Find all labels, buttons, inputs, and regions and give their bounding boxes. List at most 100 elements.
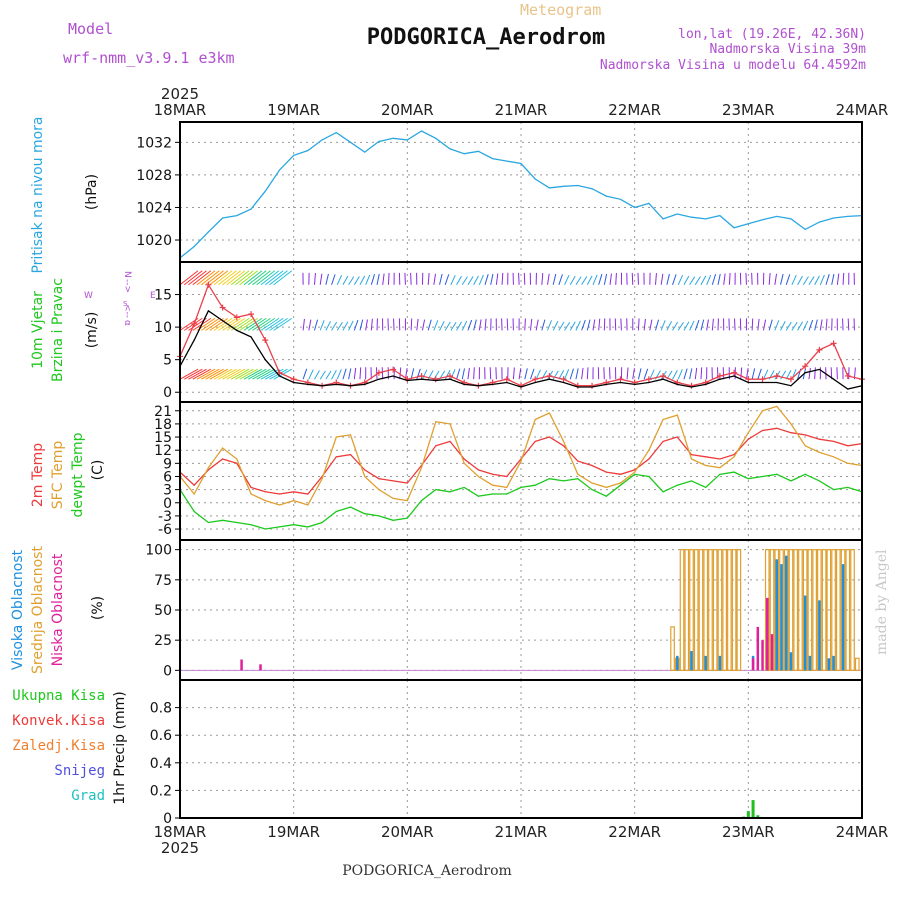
- high-cloud-label: Visoka Oblacnost: [10, 549, 26, 670]
- wind-barb: [637, 318, 640, 331]
- data-point: [335, 436, 337, 438]
- data-point: [420, 467, 423, 469]
- data-point: [832, 440, 835, 443]
- data-point: [293, 381, 295, 384]
- wind-barb: [518, 368, 522, 380]
- data-point: [761, 475, 764, 478]
- wind-barb: [260, 368, 280, 380]
- top-time-tick-label: 24MAR: [836, 101, 889, 119]
- cloud-bar: [704, 655, 707, 671]
- legend-freezing-rain: Zaledj.Kisa: [12, 738, 105, 754]
- wind-barb: [273, 270, 293, 286]
- wind-barb: [302, 368, 308, 380]
- data-point: [250, 336, 252, 338]
- gust-point: [745, 376, 752, 383]
- wind-barb: [592, 319, 596, 331]
- wind-barb: [247, 368, 267, 380]
- data-point: [364, 383, 366, 386]
- wind-barb: [205, 317, 224, 331]
- gust-point: [560, 376, 567, 383]
- wind-barb: [598, 274, 603, 285]
- wind-barb: [382, 273, 385, 285]
- data-point: [662, 440, 664, 443]
- wind-barb: [774, 320, 780, 331]
- cloud-bar: [798, 549, 803, 671]
- wind-barb: [541, 273, 544, 285]
- wind-barb: [336, 321, 343, 331]
- data-point: [619, 482, 622, 484]
- y-tick-label: 5: [163, 353, 172, 369]
- wind-barb: [247, 270, 267, 286]
- data-point: [222, 447, 224, 449]
- wind-barb: [265, 368, 284, 380]
- data-point: [847, 388, 849, 390]
- wind-barb: [836, 273, 840, 285]
- bottom-time-tick-label: 22MAR: [608, 823, 661, 841]
- wind-barb: [427, 273, 430, 285]
- data-point: [236, 329, 238, 331]
- wind-barb: [575, 320, 581, 331]
- data-point: [222, 458, 224, 460]
- wind-barb: [235, 270, 254, 286]
- bottom-time-tick-label: 20MAR: [381, 823, 434, 841]
- data-point: [193, 493, 195, 495]
- data-point: [506, 381, 508, 384]
- data-point: [563, 185, 565, 187]
- wind-barb: [450, 369, 456, 380]
- wind-barb: [757, 368, 762, 380]
- data-point: [804, 228, 806, 231]
- y-tick-label: 0: [163, 811, 172, 827]
- data-point: [705, 383, 707, 386]
- data-point: [491, 484, 494, 486]
- wind-barb: [603, 273, 608, 285]
- wind-barb: [252, 317, 271, 331]
- data-point: [761, 429, 764, 432]
- cloud-bar: [703, 549, 709, 671]
- wind-barb: [757, 318, 760, 331]
- data-point: [847, 486, 849, 489]
- wind-barb: [564, 321, 571, 331]
- data-point: [435, 137, 437, 139]
- wind-barb: [433, 320, 439, 331]
- y-tick-label: 0.2: [150, 783, 172, 799]
- cloud-bar: [712, 549, 718, 671]
- data-point: [619, 381, 622, 384]
- cloud-bar: [770, 634, 774, 671]
- cloud-panel: 0 25 50 75 100 Visoka Oblacnost Srednja Obla…: [10, 539, 863, 681]
- data-point: [264, 491, 266, 493]
- data-point: [648, 202, 650, 204]
- top-time-tick-label: 21MAR: [495, 101, 548, 119]
- wind-barb: [325, 273, 329, 285]
- wind-barb: [484, 274, 489, 285]
- wind-barb: [672, 321, 679, 331]
- wind-barb: [717, 273, 721, 285]
- wind-barb: [444, 321, 451, 331]
- data-point: [705, 218, 707, 220]
- cloud-bar: [684, 549, 690, 671]
- wind-barb: [336, 369, 342, 380]
- wind-barb: [201, 368, 220, 380]
- wind-barb: [506, 318, 509, 331]
- data-point: [676, 436, 678, 438]
- compass-alpha: α: [122, 320, 132, 326]
- wind-barb: [751, 318, 754, 331]
- wind-barb: [552, 273, 557, 285]
- wind-barb: [410, 318, 413, 331]
- pressure-unit: (hPa): [84, 174, 100, 210]
- cloud-bar: [676, 655, 679, 671]
- bottom-time-tick-label: 24MAR: [836, 823, 889, 841]
- precip-bar: [751, 800, 755, 818]
- data-point: [321, 521, 323, 524]
- data-point: [818, 451, 820, 453]
- wind-barb: [740, 367, 743, 380]
- wind-barb: [660, 320, 666, 331]
- cloud-bar: [690, 651, 693, 671]
- wind-barb: [376, 273, 380, 285]
- data-point: [634, 206, 636, 209]
- data-point: [506, 486, 508, 489]
- cloud-bar: [693, 549, 699, 671]
- data-point: [520, 162, 522, 165]
- data-point: [662, 378, 664, 380]
